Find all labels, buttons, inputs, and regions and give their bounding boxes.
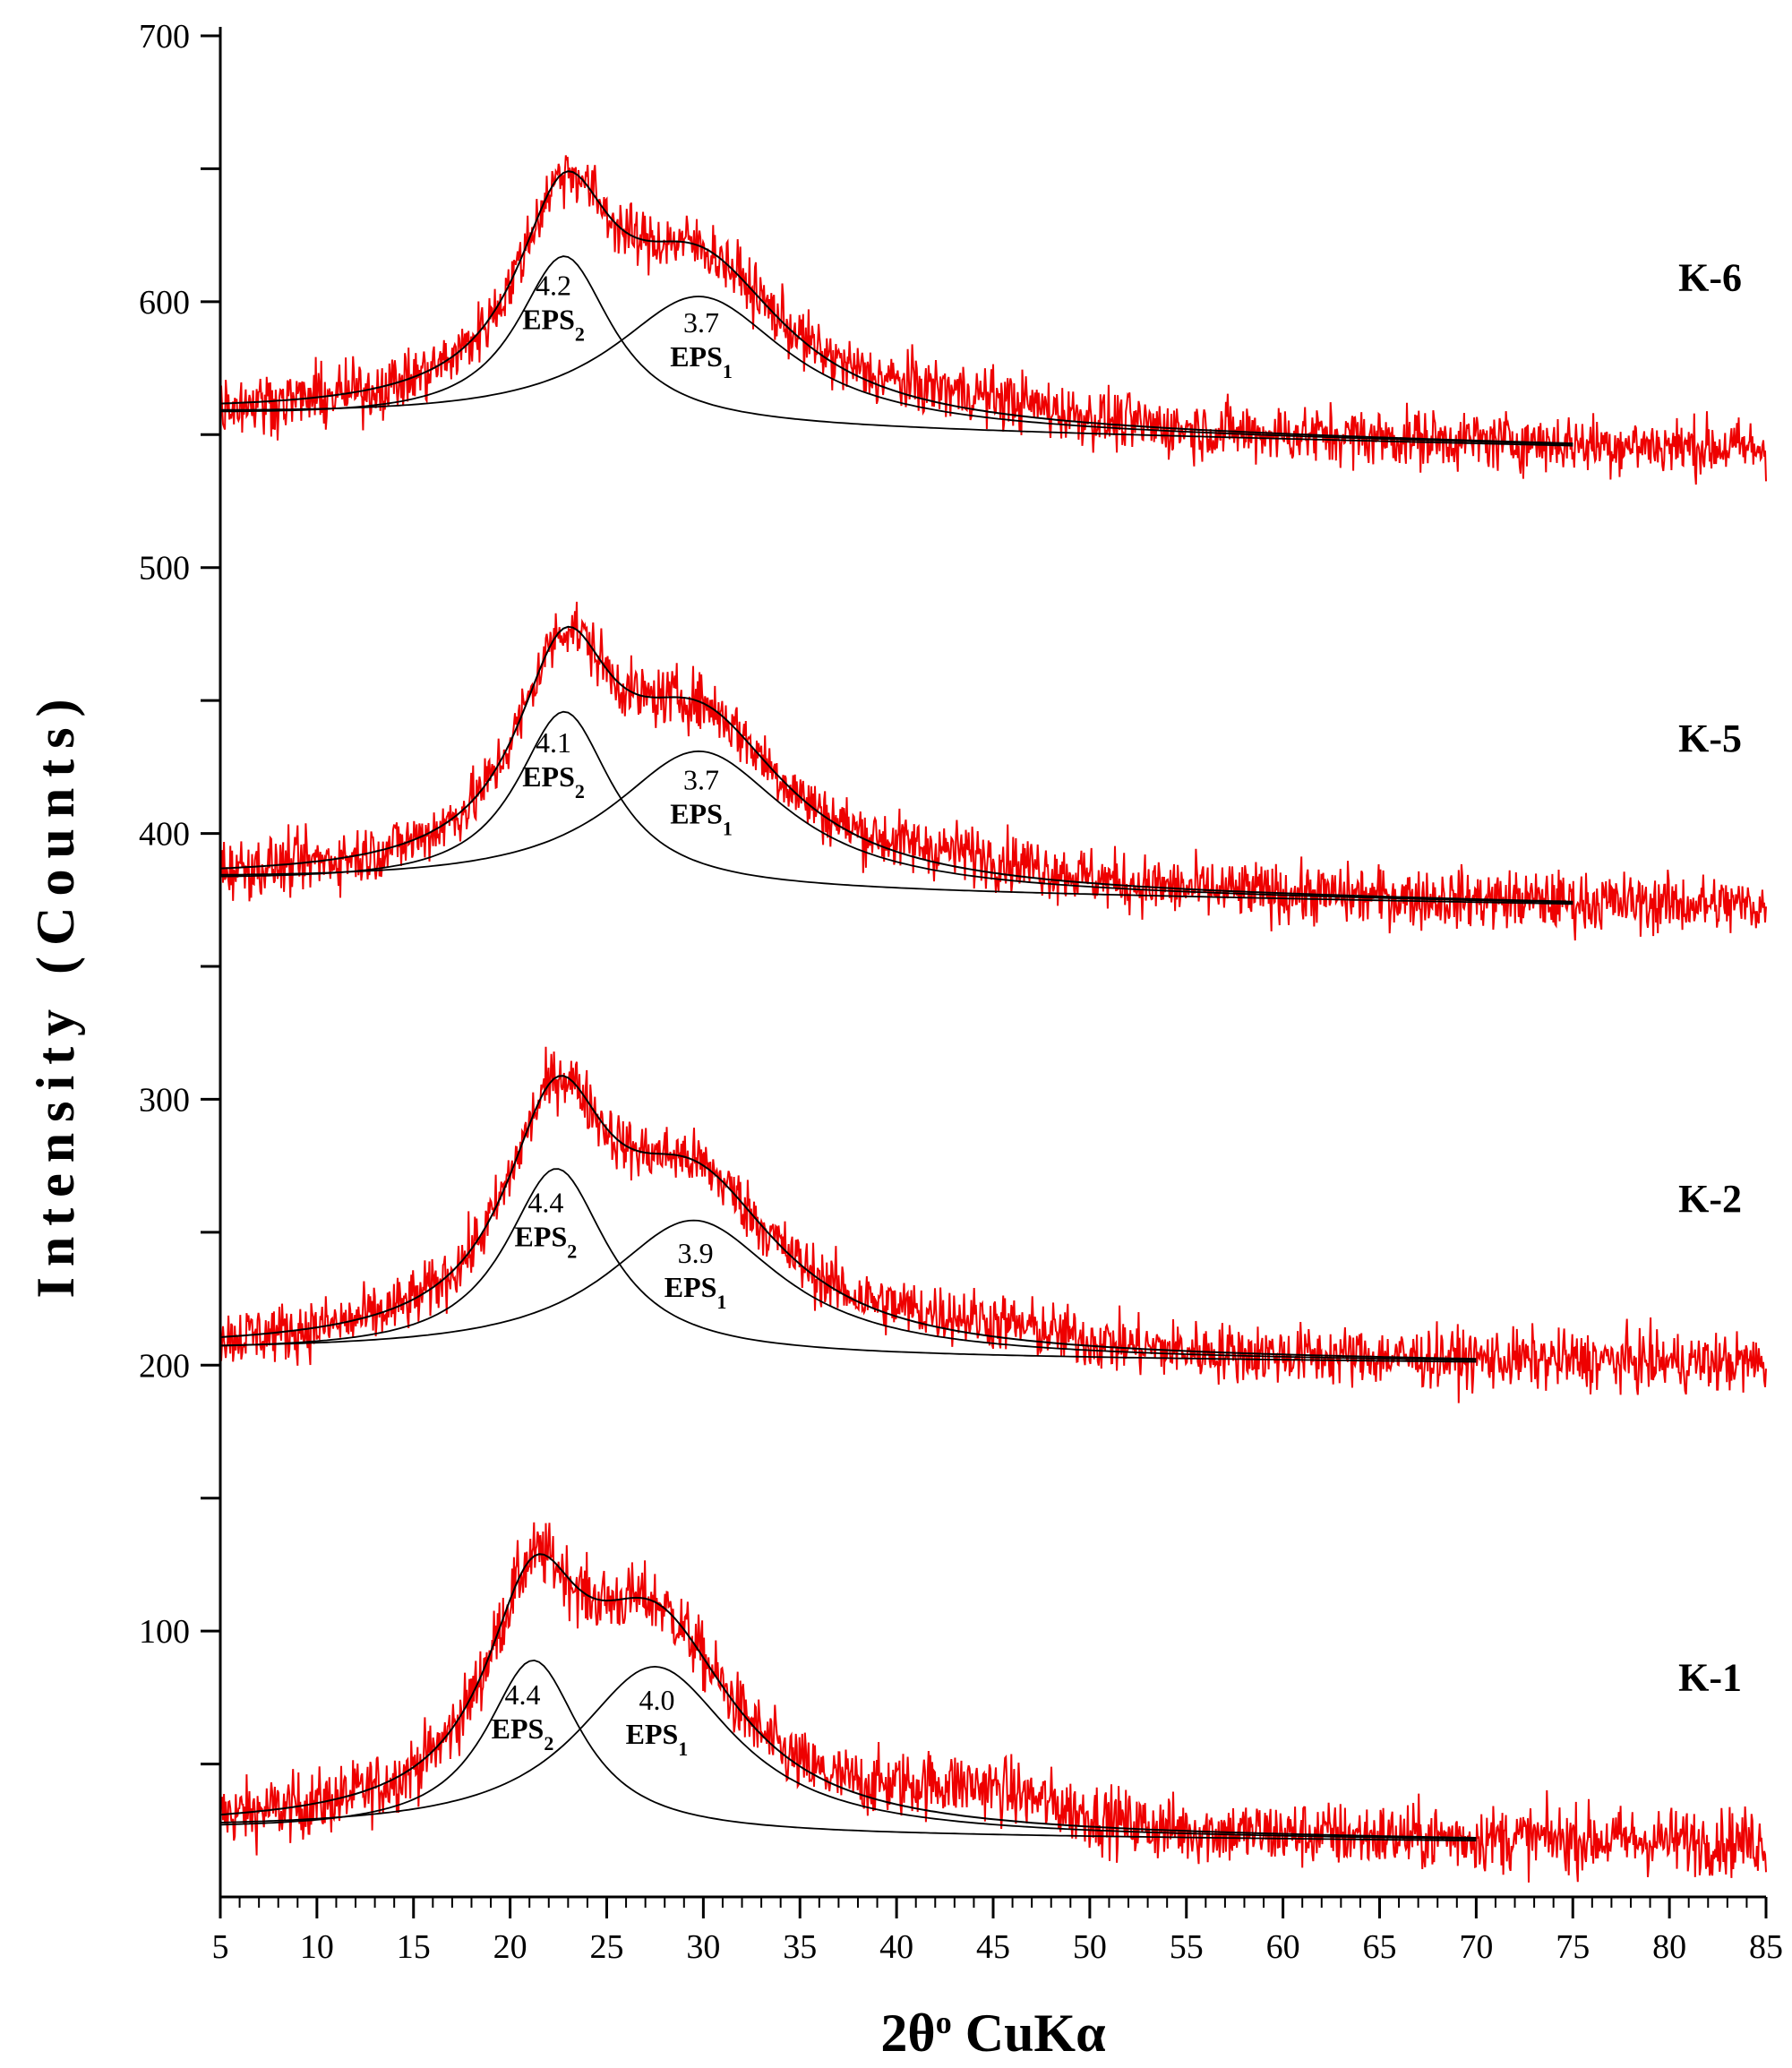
peak-value-eps1-k-2: 3.9	[678, 1237, 714, 1269]
peak-label-eps2-k-2: EPS2	[515, 1221, 578, 1263]
measured-line-k-2	[219, 1046, 1767, 1403]
fit-envelope-k-6	[219, 170, 1573, 445]
fit-envelope-k-1	[219, 1553, 1477, 1839]
y-tick-label-700: 700	[139, 18, 190, 56]
peak-label-eps2-k-5: EPS2	[522, 760, 585, 802]
x-tick-label-40: 40	[879, 1928, 913, 1966]
x-axis-title: 2θo CuKα	[880, 2004, 1105, 2063]
sample-label-k-2: K-2	[1678, 1177, 1742, 1221]
x-tick-label-65: 65	[1363, 1928, 1397, 1966]
series-layer	[219, 155, 1767, 1883]
peak-eps1-k-1	[219, 1665, 1477, 1841]
y-tick-label-100: 100	[139, 1613, 190, 1651]
sample-label-k-1: K-1	[1678, 1655, 1742, 1699]
y-tick-label-300: 300	[139, 1081, 190, 1119]
fit-envelope-k-2	[219, 1075, 1477, 1360]
measured-line-k-6	[219, 155, 1767, 485]
peak-value-eps1-k-6: 3.7	[683, 306, 719, 339]
x-tick-label-15: 15	[397, 1928, 431, 1966]
x-tick-label-30: 30	[686, 1928, 720, 1966]
peak-eps2-k-6	[220, 255, 1573, 447]
peak-label-eps1-k-2: EPS1	[664, 1271, 727, 1313]
x-tick-label-55: 55	[1170, 1928, 1204, 1966]
x-tick-label-75: 75	[1556, 1928, 1590, 1966]
peak-eps1-k-6	[220, 296, 1573, 446]
peak-eps1-k-2	[219, 1219, 1477, 1361]
sample-label-k-5: K-5	[1678, 717, 1742, 760]
peak-eps1-k-5	[219, 750, 1573, 904]
x-tick-label-20: 20	[493, 1928, 527, 1966]
y-tick-label-500: 500	[139, 550, 190, 588]
x-tick-label-60: 60	[1266, 1928, 1300, 1966]
x-tick-label-10: 10	[300, 1928, 334, 1966]
series-k-1	[219, 1522, 1767, 1883]
peak-value-eps1-k-1: 4.0	[639, 1684, 674, 1716]
axis-layer: 100 200 300 400 500 600 700 5 10 15 20 25 30 35 40 45 50…	[139, 18, 1783, 1966]
peak-value-eps1-k-5: 3.7	[683, 764, 719, 796]
x-tick-label-50: 50	[1073, 1928, 1107, 1966]
x-tick-label-35: 35	[783, 1928, 817, 1966]
x-tick-label-85: 85	[1749, 1928, 1783, 1966]
peak-label-eps1-k-1: EPS1	[626, 1718, 689, 1760]
x-tick-label-45: 45	[976, 1928, 1010, 1966]
x-tick-label-70: 70	[1459, 1928, 1493, 1966]
peak-value-eps2-k-5: 4.1	[536, 726, 571, 759]
x-tick-label-5: 5	[212, 1928, 229, 1966]
peak-label-eps1-k-5: EPS1	[670, 798, 733, 840]
peak-value-eps2-k-1: 4.4	[505, 1678, 541, 1711]
peak-eps2-k-5	[219, 710, 1573, 905]
series-k-6	[219, 155, 1767, 485]
series-k-5	[219, 601, 1767, 941]
peak-value-eps2-k-6: 4.2	[536, 269, 571, 301]
peak-label-eps2-k-6: EPS2	[522, 303, 585, 345]
fit-envelope-k-5	[219, 625, 1573, 903]
y-tick-label-200: 200	[139, 1347, 190, 1385]
series-k-2	[219, 1046, 1767, 1403]
x-tick-label-25: 25	[590, 1928, 624, 1966]
y-tick-label-400: 400	[139, 816, 190, 854]
measured-line-k-1	[219, 1522, 1767, 1883]
peak-eps2-k-1	[219, 1659, 1477, 1841]
peak-eps2-k-2	[219, 1168, 1477, 1363]
y-tick-label-600: 600	[139, 284, 190, 322]
measured-line-k-5	[219, 601, 1767, 941]
peak-label-eps2-k-1: EPS2	[492, 1712, 554, 1755]
y-axis-title: Intensity (Counts)	[26, 688, 85, 1298]
sample-label-k-6: K-6	[1678, 255, 1742, 299]
x-tick-label-80: 80	[1652, 1928, 1686, 1966]
peak-value-eps2-k-2: 4.4	[527, 1187, 563, 1219]
peak-label-eps1-k-6: EPS1	[670, 340, 733, 382]
